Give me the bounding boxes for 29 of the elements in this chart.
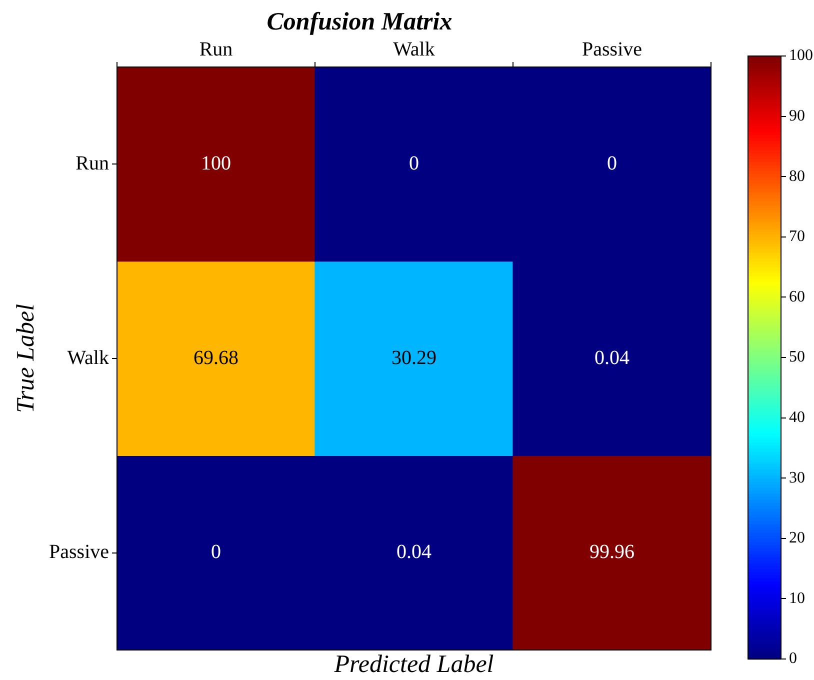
data-label: 0 [607,152,617,174]
data-label: 0.04 [594,346,630,369]
y-tick-label: Passive [49,541,110,564]
color-bar-label: 90 [789,108,805,125]
y-tick-label: Run [76,152,109,174]
data-label: 0 [211,541,221,564]
x-axis-title: Predicted Label [333,651,494,678]
x-tick-label: Run [199,38,233,60]
data-label: 100 [201,152,231,174]
color-bar-label: 20 [789,530,805,547]
color-bar-label: 70 [789,228,805,246]
color-bar-label: 100 [789,47,813,64]
data-label: 99.96 [590,541,634,564]
data-label: 69.68 [194,346,238,369]
color-bar-label: 40 [789,409,805,426]
x-tick-label: Walk [393,38,435,60]
color-bar-label: 80 [789,168,805,185]
data-label: 0.04 [396,541,432,564]
color-bar-label: 30 [789,469,805,486]
x-tick-label: Passive [582,38,642,60]
y-tick-label: Walk [67,346,109,369]
color-bar-label: 60 [789,288,805,306]
color-bar-label: 50 [789,348,805,366]
data-label: 0 [409,152,419,174]
color-bar-label: 10 [789,590,805,607]
chart-title: Confusion Matrix [266,8,452,36]
color-bar-label: 0 [789,650,797,668]
data-label: 30.29 [392,346,436,369]
y-axis-title: True Label [12,304,40,414]
